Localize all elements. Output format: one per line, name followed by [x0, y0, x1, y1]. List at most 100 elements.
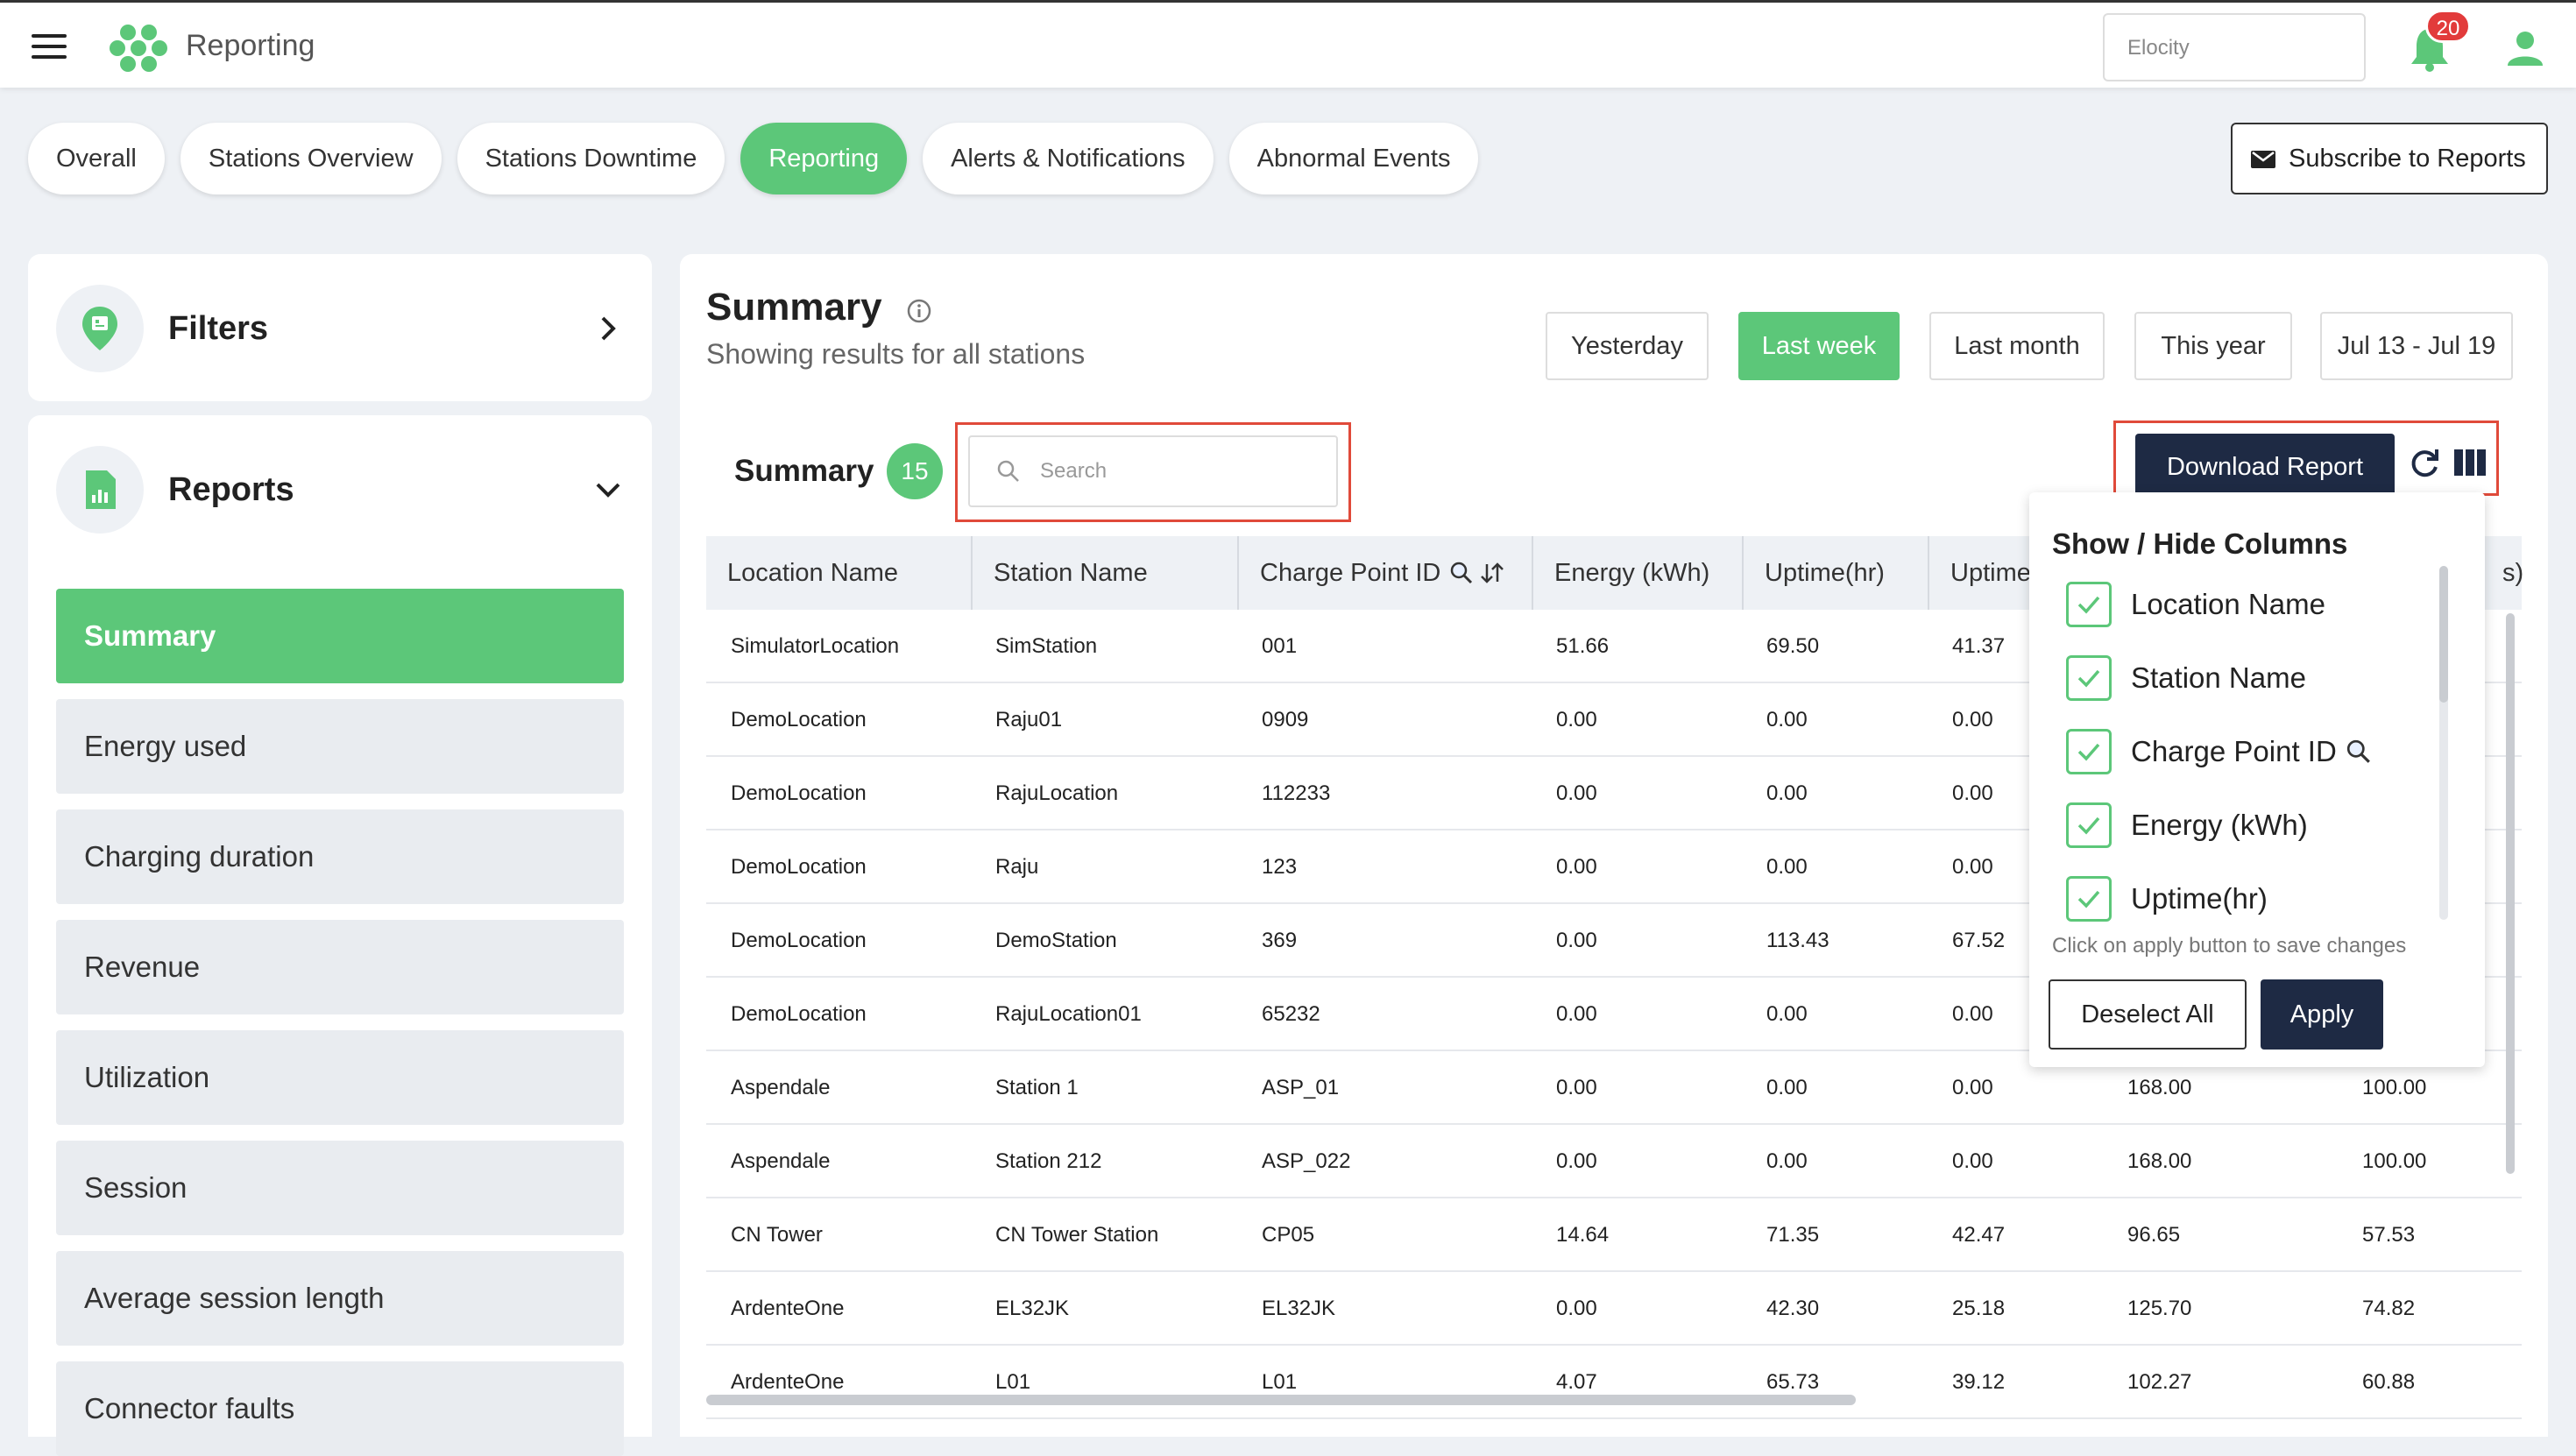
cell-downtime-hr: 168.00: [2127, 1149, 2192, 1173]
cell-station-name: Station 212: [995, 1149, 1102, 1173]
cell-location-name: Aspendale: [731, 1076, 831, 1099]
magnifier-icon[interactable]: [1449, 561, 1474, 585]
checkbox-checked-icon[interactable]: [2066, 655, 2112, 701]
column-header-station-name[interactable]: Station Name: [971, 536, 1237, 610]
popover-hint: Click on apply button to save changes: [2052, 934, 2407, 958]
checkbox-checked-icon[interactable]: [2066, 876, 2112, 922]
count-badge: 15: [887, 443, 943, 499]
hamburger-menu-icon[interactable]: [32, 34, 67, 59]
column-header-uptime-pct[interactable]: Uptime: [1928, 536, 2103, 610]
range-last-month-button[interactable]: Last month: [1929, 312, 2105, 380]
subscribe-button[interactable]: Subscribe to Reports: [2231, 123, 2548, 194]
refresh-icon[interactable]: [2407, 446, 2442, 481]
cell-location-name: ArdenteOne: [731, 1297, 845, 1320]
cell-downtime-pct: 100.00: [2362, 1149, 2427, 1173]
horizontal-scrollbar[interactable]: [706, 1395, 1856, 1405]
sidebar-item-revenue[interactable]: Revenue: [56, 920, 624, 1014]
sort-icon[interactable]: [1479, 561, 1505, 585]
tab-stations-overview[interactable]: Stations Overview: [180, 123, 442, 194]
cell-uptime-pct: 41.37: [1952, 634, 2006, 658]
column-header-uptime-hr[interactable]: Uptime(hr): [1742, 536, 1928, 610]
cell-charge-point-id: ASP_022: [1262, 1149, 1351, 1173]
tab-alerts-notifications[interactable]: Alerts & Notifications: [923, 123, 1214, 194]
sidebar-item-average-session-length[interactable]: Average session length: [56, 1251, 624, 1346]
table-row[interactable]: ArdenteOne L01 L01 4.07 65.73 39.12 102.27 60.8…: [706, 1346, 2522, 1419]
range-last-week-button[interactable]: Last week: [1738, 312, 1900, 380]
column-header-label: Uptime: [1950, 558, 2031, 587]
table-row[interactable]: DemoLocation Raju01 0909 0.00 0.00 0.00: [706, 683, 2522, 757]
column-toggle-charge-point-id[interactable]: Charge Point ID: [2066, 725, 2372, 778]
column-header-charge-point-id[interactable]: Charge Point ID: [1237, 536, 1532, 610]
download-report-button[interactable]: Download Report: [2135, 434, 2395, 500]
search-highlight: Search: [955, 422, 1351, 522]
user-icon[interactable]: [2506, 29, 2544, 67]
table-row[interactable]: Aspendale Station 212 ASP_022 0.00 0.00 0.00 1…: [706, 1125, 2522, 1198]
column-header-label: s): [2502, 558, 2524, 587]
organization-select[interactable]: Elocity: [2103, 13, 2366, 81]
sidebar-item-energy-used[interactable]: Energy used: [56, 699, 624, 794]
table-row[interactable]: DemoLocation RajuLocation 112233 0.00 0.00 0.…: [706, 757, 2522, 830]
cell-uptime-hr: 0.00: [1766, 1002, 1808, 1026]
cell-uptime-hr: 71.35: [1766, 1223, 1820, 1247]
column-toggle-energy[interactable]: Energy (kWh): [2066, 799, 2308, 852]
column-header-label: Charge Point ID: [1260, 558, 1441, 587]
cell-energy: 0.00: [1556, 781, 1597, 805]
tab-reporting[interactable]: Reporting: [740, 123, 908, 194]
reports-header[interactable]: Reports: [56, 442, 624, 538]
column-toggle-location-name[interactable]: Location Name: [2066, 578, 2325, 631]
sidebar-item-charging-duration[interactable]: Charging duration: [56, 809, 624, 904]
search-input[interactable]: Search: [968, 435, 1338, 507]
chevron-down-icon[interactable]: [592, 474, 624, 505]
table-row[interactable]: ArdenteOne EL32JK EL32JK 0.00 42.30 25.18 125.…: [706, 1272, 2522, 1346]
tab-abnormal-events[interactable]: Abnormal Events: [1228, 123, 1479, 194]
chevron-right-icon[interactable]: [592, 313, 624, 344]
table-row[interactable]: DemoLocation DemoStation 369 0.00 113.43 67.5…: [706, 904, 2522, 978]
table-row[interactable]: SimulatorLocation SimStation 001 51.66 69.50…: [706, 610, 2522, 683]
cell-downtime-hr: 96.65: [2127, 1223, 2181, 1247]
filters-card: Filters: [28, 254, 652, 401]
cell-location-name: DemoLocation: [731, 708, 867, 732]
cell-uptime-hr: 0.00: [1766, 1149, 1808, 1173]
vertical-scrollbar[interactable]: [2506, 613, 2515, 1174]
cell-location-name: DemoLocation: [731, 929, 867, 952]
sidebar-item-connector-faults[interactable]: Connector faults: [56, 1361, 624, 1456]
date-range-picker[interactable]: Jul 13 - Jul 19: [2320, 312, 2513, 380]
download-highlight: Download Report: [2113, 421, 2499, 500]
apply-button[interactable]: Apply: [2261, 979, 2383, 1050]
sidebar-item-utilization[interactable]: Utilization: [56, 1030, 624, 1125]
sidebar-item-session[interactable]: Session: [56, 1141, 624, 1235]
checkbox-checked-icon[interactable]: [2066, 729, 2112, 774]
table-row[interactable]: DemoLocation Raju 123 0.00 0.00 0.00: [706, 830, 2522, 904]
table-row[interactable]: CN Tower CN Tower Station CP05 14.64 71.35 42…: [706, 1198, 2522, 1272]
popover-scrollbar-thumb[interactable]: [2439, 566, 2448, 703]
table-row[interactable]: Aspendale Station 1 ASP_01 0.00 0.00 0.00 168.…: [706, 1051, 2522, 1125]
deselect-all-button[interactable]: Deselect All: [2049, 979, 2247, 1050]
info-icon[interactable]: [906, 298, 932, 324]
range-this-year-button[interactable]: This year: [2134, 312, 2292, 380]
table-row[interactable]: DemoLocation RajuLocation01 65232 0.00 0.00 0…: [706, 978, 2522, 1051]
popover-scrollbar[interactable]: [2439, 566, 2448, 920]
column-toggle-station-name[interactable]: Station Name: [2066, 652, 2306, 704]
filters-header[interactable]: Filters: [56, 280, 624, 377]
cell-energy: 0.00: [1556, 1002, 1597, 1026]
cell-uptime-hr: 69.50: [1766, 634, 1820, 658]
reports-icon-wrap: [56, 446, 144, 534]
checkbox-checked-icon[interactable]: [2066, 802, 2112, 848]
column-header-energy[interactable]: Energy (kWh): [1532, 536, 1742, 610]
notification-badge: 20: [2425, 10, 2471, 43]
checkbox-checked-icon[interactable]: [2066, 582, 2112, 627]
tab-stations-downtime[interactable]: Stations Downtime: [456, 123, 725, 194]
cell-uptime-pct: 42.47: [1952, 1223, 2006, 1247]
column-header-location-name[interactable]: Location Name: [706, 536, 971, 610]
tab-overall[interactable]: Overall: [28, 123, 165, 194]
cell-station-name: EL32JK: [995, 1297, 1070, 1320]
columns-icon[interactable]: [2452, 448, 2488, 477]
cell-charge-point-id: 65232: [1262, 1002, 1320, 1026]
sidebar-item-summary[interactable]: Summary: [56, 589, 624, 683]
search-placeholder: Search: [1040, 459, 1108, 483]
column-toggle-uptime-hr[interactable]: Uptime(hr): [2066, 873, 2268, 925]
cell-uptime-hr: 65.73: [1766, 1370, 1820, 1394]
column-header-label: Location Name: [727, 558, 899, 587]
cell-charge-point-id: L01: [1262, 1370, 1298, 1394]
range-yesterday-button[interactable]: Yesterday: [1546, 312, 1709, 380]
